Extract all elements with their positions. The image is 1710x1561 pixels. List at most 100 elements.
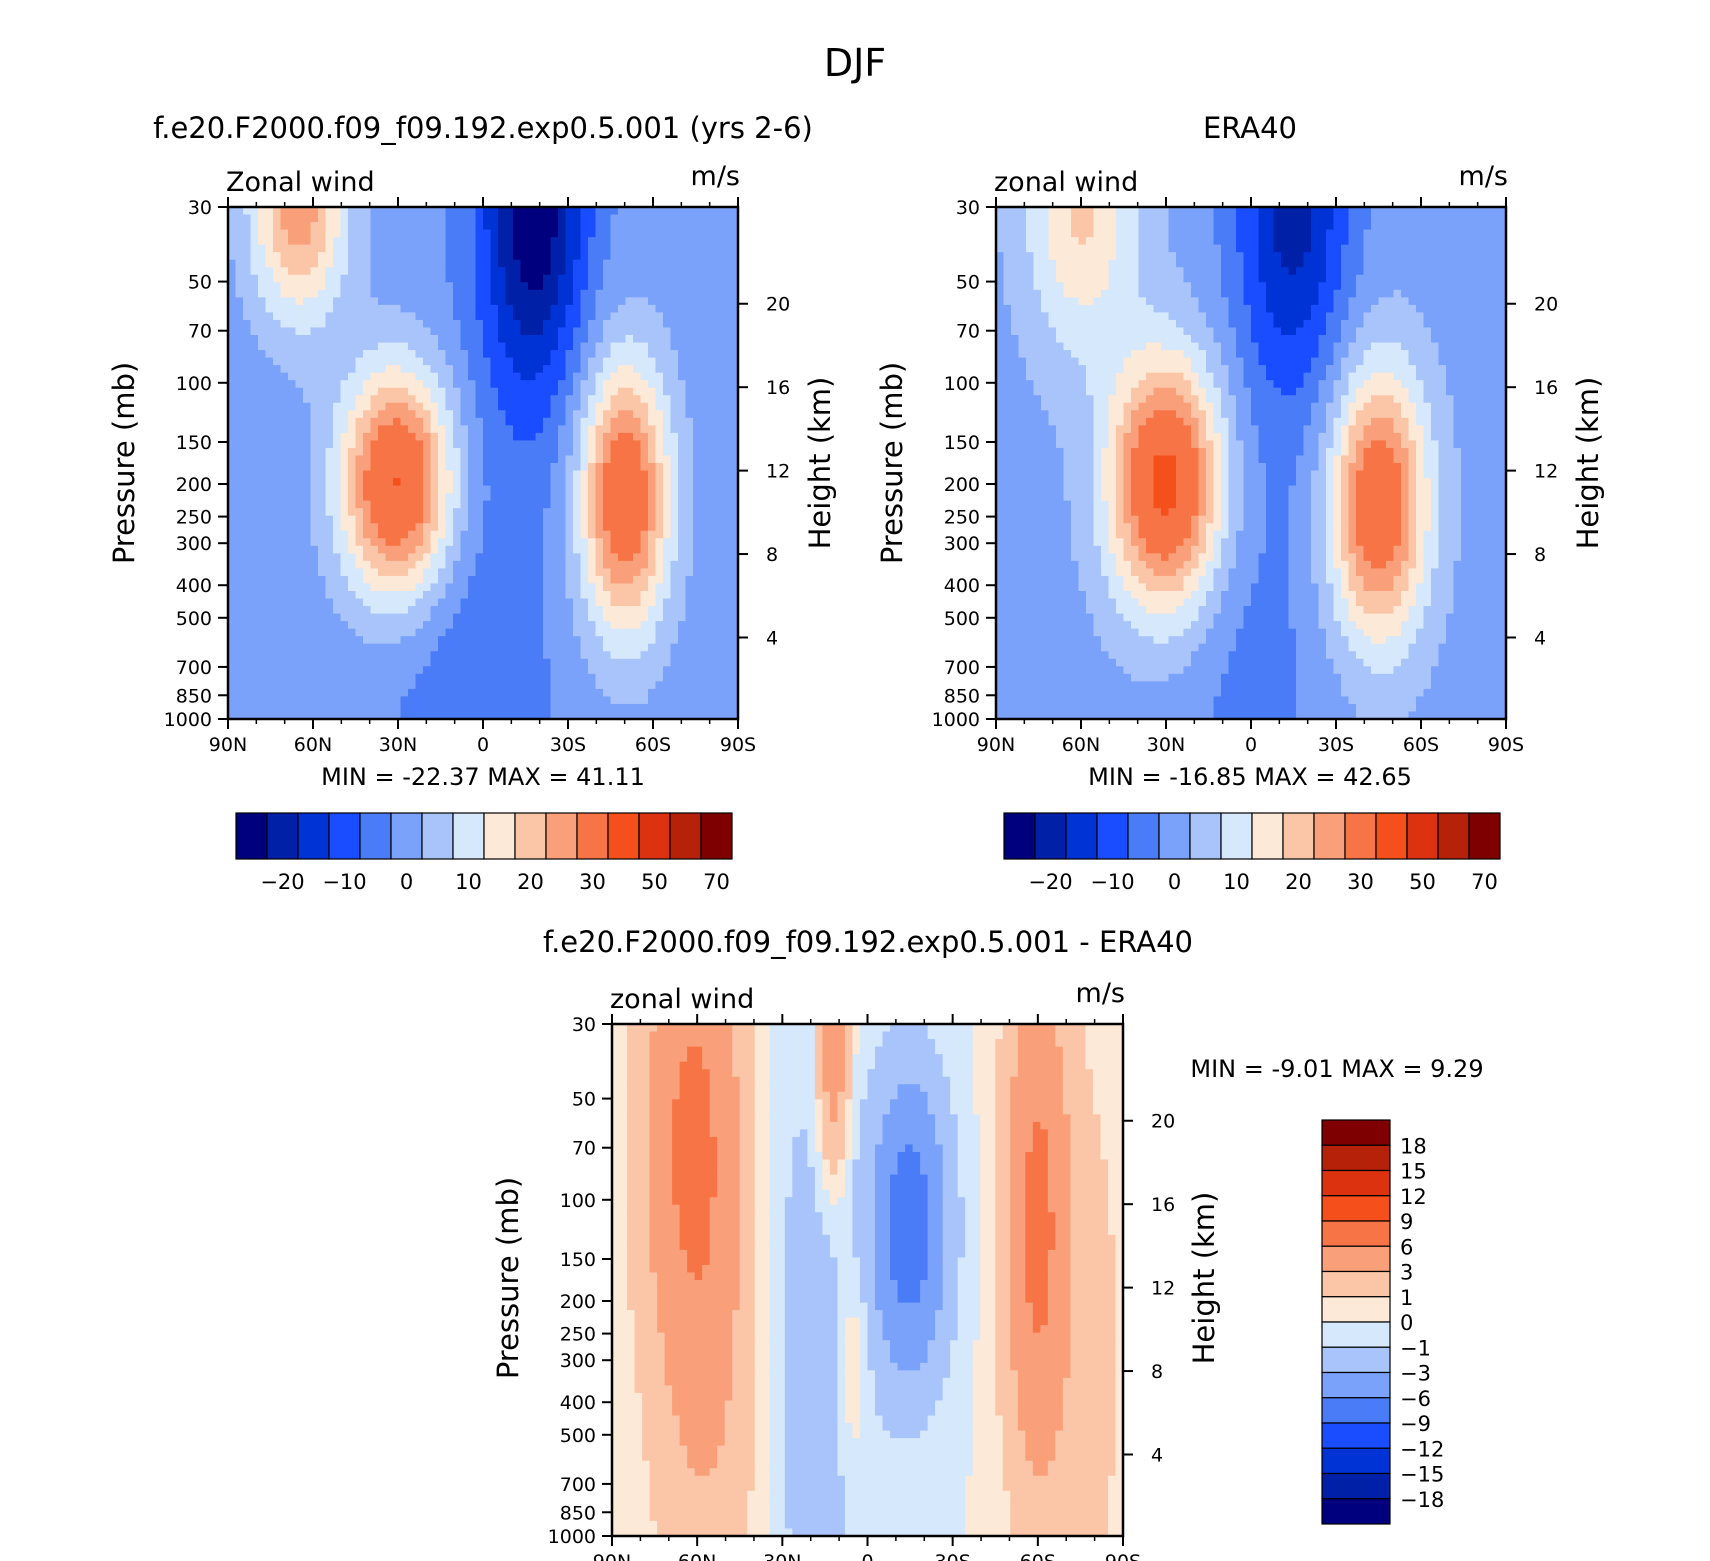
field-cell xyxy=(625,636,634,645)
field-cell xyxy=(543,357,552,366)
field-cell xyxy=(595,229,604,238)
field-cell xyxy=(550,463,559,472)
field-cell xyxy=(996,207,1005,216)
field-cell xyxy=(535,560,544,570)
field-cell xyxy=(385,621,394,630)
field-cell xyxy=(595,560,604,570)
field-cell xyxy=(370,508,379,517)
field-cell xyxy=(258,410,267,419)
field-cell xyxy=(475,553,484,562)
field-cell xyxy=(303,598,312,607)
field-cell xyxy=(468,252,477,261)
field-cell xyxy=(243,500,252,509)
field-cell xyxy=(633,643,642,652)
field-cell xyxy=(603,591,612,600)
field-cell xyxy=(640,560,649,570)
field-cell xyxy=(693,673,702,682)
field-cell xyxy=(348,304,357,314)
field-cell xyxy=(423,583,432,592)
field-cell xyxy=(430,545,439,554)
field-cell xyxy=(468,500,477,509)
field-cell xyxy=(1011,545,1020,554)
field-cell xyxy=(438,493,447,502)
field-cell xyxy=(258,455,267,464)
field-cell xyxy=(408,688,417,698)
field-cell xyxy=(453,214,462,223)
field-cell xyxy=(378,545,387,554)
field-cell xyxy=(340,493,349,502)
field-cell xyxy=(588,470,597,479)
field-cell xyxy=(693,229,702,238)
field-cell xyxy=(505,455,514,464)
field-cell xyxy=(235,357,244,366)
field-cell xyxy=(490,447,499,457)
field-cell xyxy=(303,515,312,524)
field-cell xyxy=(243,463,252,472)
field-cell xyxy=(685,500,694,509)
field-cell xyxy=(543,312,552,321)
field-cell xyxy=(700,478,709,487)
field-cell xyxy=(723,410,732,419)
field-cell xyxy=(250,500,259,509)
field-cell xyxy=(498,282,507,291)
field-cell xyxy=(430,651,439,660)
field-cell xyxy=(558,478,567,487)
field-cell xyxy=(475,485,484,494)
field-cell xyxy=(648,538,657,547)
field-cell xyxy=(445,688,454,698)
field-cell xyxy=(340,628,349,637)
field-cell xyxy=(693,575,702,585)
field-cell xyxy=(550,711,559,719)
field-cell xyxy=(340,523,349,532)
field-cell xyxy=(573,703,582,713)
field-cell xyxy=(498,575,507,585)
field-cell xyxy=(355,703,364,713)
field-cell xyxy=(535,591,544,600)
field-cell xyxy=(565,583,574,592)
field-cell xyxy=(453,553,462,562)
field-cell xyxy=(685,606,694,615)
field-cell xyxy=(273,666,282,675)
field-cell xyxy=(363,606,372,615)
field-cell xyxy=(468,372,477,381)
field-cell xyxy=(438,606,447,615)
field-cell xyxy=(235,703,244,713)
field-cell xyxy=(438,515,447,524)
field-cell xyxy=(250,350,259,359)
field-cell xyxy=(258,628,267,637)
field-cell xyxy=(408,455,417,464)
field-cell xyxy=(310,440,319,449)
field-cell xyxy=(483,237,492,246)
field-cell xyxy=(535,282,544,291)
field-cell xyxy=(670,455,679,464)
field-cell xyxy=(580,493,589,502)
field-cell xyxy=(498,666,507,675)
field-cell xyxy=(573,523,582,532)
field-cell xyxy=(400,545,409,554)
field-cell xyxy=(355,666,364,675)
field-cell xyxy=(520,553,529,562)
field-cell xyxy=(723,229,732,238)
field-cell xyxy=(573,440,582,449)
field-cell xyxy=(318,282,327,291)
field-cell xyxy=(693,259,702,268)
field-cell xyxy=(378,523,387,532)
field-cell xyxy=(648,583,657,592)
field-cell xyxy=(438,342,447,351)
field-cell xyxy=(655,350,664,359)
field-cell xyxy=(633,470,642,479)
field-cell xyxy=(543,485,552,494)
field-cell xyxy=(490,545,499,554)
field-cell xyxy=(280,402,289,411)
field-cell xyxy=(648,523,657,532)
colorbar-label: 70 xyxy=(703,870,730,894)
field-cell xyxy=(408,372,417,381)
field-cell xyxy=(678,673,687,682)
field-cell xyxy=(655,252,664,261)
field-cell xyxy=(340,711,349,719)
field-cell xyxy=(723,666,732,675)
field-cell xyxy=(280,447,289,457)
field-cell xyxy=(588,312,597,321)
field-cell xyxy=(648,365,657,374)
field-cell xyxy=(258,372,267,381)
